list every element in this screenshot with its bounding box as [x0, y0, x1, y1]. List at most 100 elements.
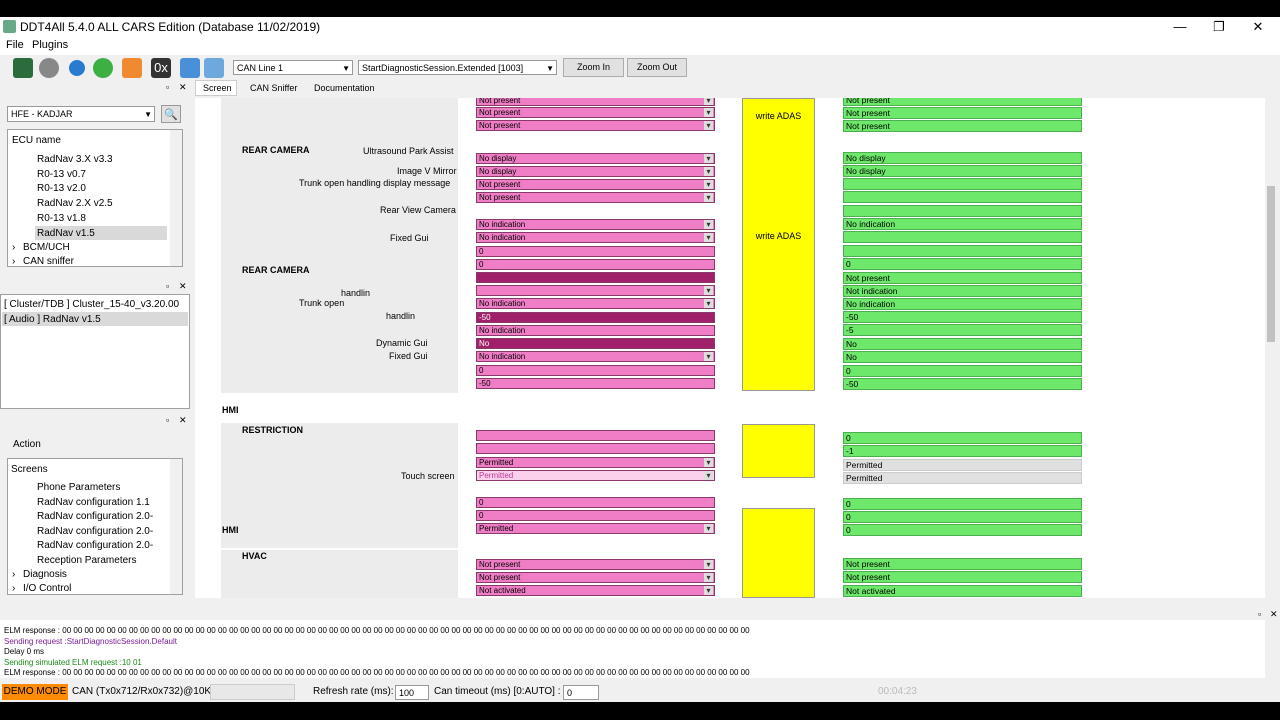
- scroll-thumb[interactable]: [1267, 186, 1275, 342]
- write-button[interactable]: [742, 508, 815, 598]
- label: Fixed Gui: [390, 233, 429, 243]
- field-select[interactable]: Not present: [476, 572, 715, 583]
- tree-item[interactable]: RadNav configuration 2.0-: [37, 511, 154, 522]
- field-input[interactable]: 0: [476, 510, 715, 521]
- value-readout: -50: [843, 378, 1082, 390]
- tree-item[interactable]: I/O Control: [23, 583, 72, 594]
- dock-float-icon[interactable]: ▫: [1258, 609, 1262, 619]
- field-select[interactable]: Permitted: [476, 523, 715, 534]
- field-input[interactable]: 0: [476, 497, 715, 508]
- screens-scrollbar[interactable]: [170, 459, 182, 594]
- tree-item[interactable]: R0-13 v0.7: [37, 169, 86, 180]
- value-readout: 0: [843, 365, 1082, 377]
- field-select[interactable]: No indication: [476, 298, 715, 309]
- tree-scrollbar[interactable]: [170, 130, 182, 266]
- session-select[interactable]: StartDiagnosticSession.Extended [1003] ▼: [358, 60, 557, 75]
- write-button[interactable]: [742, 424, 815, 478]
- gear-icon[interactable]: [39, 58, 59, 78]
- dock-close-icon[interactable]: ✕: [179, 281, 187, 291]
- hex-icon[interactable]: 0x: [151, 58, 171, 78]
- field-select[interactable]: Not activated: [476, 585, 715, 596]
- tree-item[interactable]: RadNav configuration 2.0-: [37, 540, 154, 551]
- restore-icon[interactable]: ❐: [1213, 19, 1225, 34]
- menu-plugins[interactable]: Plugins: [32, 39, 69, 51]
- chevron-down-icon: ▼: [342, 64, 350, 73]
- expand-icon[interactable]: ›: [12, 583, 16, 594]
- tree-item[interactable]: R0-13 v2.0: [37, 183, 86, 194]
- connect-icon[interactable]: [93, 58, 113, 78]
- dock-float-icon[interactable]: ▫: [166, 281, 170, 291]
- tree-item[interactable]: RadNav configuration 2.0-: [37, 526, 154, 537]
- tree-item[interactable]: RadNav configuration 1.1: [37, 497, 150, 508]
- field-input[interactable]: -50: [476, 312, 715, 323]
- write-adas-button[interactable]: write ADAS write ADAS: [742, 98, 815, 391]
- field-input[interactable]: [476, 443, 715, 454]
- vehicle-select[interactable]: HFE - KADJAR ▼: [7, 106, 155, 122]
- list-item[interactable]: [ Cluster/TDB ] Cluster_15-40_v3.20.00: [4, 299, 180, 310]
- tree-item[interactable]: RadNav 3.X v3.3: [37, 154, 113, 165]
- tab-can-sniffer[interactable]: CAN Sniffer: [250, 83, 298, 93]
- tree-item[interactable]: RadNav 2.X v2.5: [37, 198, 113, 209]
- field-select[interactable]: Not present: [476, 107, 715, 118]
- field-select[interactable]: Not present: [476, 98, 715, 106]
- heart-icon[interactable]: [122, 58, 142, 78]
- dock-close-icon[interactable]: ✕: [179, 415, 187, 425]
- tree-item[interactable]: BCM/UCH: [23, 242, 70, 253]
- value-readout: [843, 191, 1082, 203]
- can-line-select[interactable]: CAN Line 1 ▼: [233, 60, 353, 75]
- tab-documentation[interactable]: Documentation: [314, 83, 375, 93]
- field-select[interactable]: No indication: [476, 219, 715, 230]
- menu-file[interactable]: File: [6, 39, 24, 51]
- value-readout: Not present: [843, 571, 1082, 583]
- tool-icon[interactable]: [204, 58, 224, 78]
- search-icon[interactable]: 🔍: [161, 105, 181, 123]
- field-input[interactable]: [476, 430, 715, 441]
- label: Image V Mirror: [397, 166, 457, 176]
- expand-icon[interactable]: ›: [12, 242, 16, 253]
- dock-float-icon[interactable]: ▫: [166, 415, 170, 425]
- dock-close-icon[interactable]: ✕: [179, 82, 187, 92]
- close-icon[interactable]: ✕: [1252, 19, 1264, 34]
- field-select[interactable]: Permitted: [476, 457, 715, 468]
- search-ecu-icon[interactable]: [180, 58, 200, 78]
- value-readout: 0: [843, 524, 1082, 536]
- field-select[interactable]: Not present: [476, 192, 715, 203]
- tree-item[interactable]: Diagnosis: [23, 569, 67, 580]
- tree-item-selected[interactable]: RadNav v1.5: [37, 228, 95, 239]
- field-select[interactable]: Not present: [476, 179, 715, 190]
- field-input[interactable]: No: [476, 338, 715, 349]
- field-select[interactable]: No indication: [476, 232, 715, 243]
- field-select[interactable]: Not present: [476, 559, 715, 570]
- field-input[interactable]: [476, 272, 715, 283]
- dock-float-icon[interactable]: ▫: [166, 82, 170, 92]
- field-input[interactable]: 0: [476, 259, 715, 270]
- field-select[interactable]: [476, 285, 715, 296]
- tab-screen[interactable]: Screen: [203, 83, 232, 93]
- tree-item[interactable]: R0-13 v1.8: [37, 213, 86, 224]
- zoom-in-button[interactable]: Zoom In: [563, 58, 624, 77]
- field-select[interactable]: No indication: [476, 351, 715, 362]
- value-readout: -50: [843, 311, 1082, 323]
- expand-icon[interactable]: ›: [12, 256, 16, 267]
- tree-item[interactable]: CAN sniffer: [23, 256, 74, 267]
- field-input[interactable]: -50: [476, 378, 715, 389]
- field-select[interactable]: No indication: [476, 325, 715, 336]
- dock-close-icon[interactable]: ✕: [1270, 609, 1278, 619]
- can-timeout-input[interactable]: 0: [563, 685, 599, 700]
- field-select[interactable]: No display: [476, 153, 715, 164]
- content-scrollbar[interactable]: [1265, 98, 1277, 598]
- monitor-icon[interactable]: [13, 58, 33, 78]
- field-input[interactable]: 0: [476, 365, 715, 376]
- refresh-icon[interactable]: [69, 60, 85, 76]
- field-select[interactable]: Permitted: [476, 470, 715, 481]
- field-input[interactable]: 0: [476, 246, 715, 257]
- tree-item[interactable]: Phone Parameters: [37, 482, 121, 493]
- field-select[interactable]: No display: [476, 166, 715, 177]
- expand-icon[interactable]: ›: [12, 569, 16, 580]
- tree-item[interactable]: Reception Parameters: [37, 555, 137, 566]
- field-select[interactable]: Not present: [476, 120, 715, 131]
- zoom-out-button[interactable]: Zoom Out: [627, 58, 687, 77]
- list-item-selected[interactable]: [ Audio ] RadNav v1.5: [4, 314, 101, 325]
- refresh-rate-input[interactable]: 100: [395, 685, 429, 700]
- minimize-icon[interactable]: —: [1173, 19, 1187, 34]
